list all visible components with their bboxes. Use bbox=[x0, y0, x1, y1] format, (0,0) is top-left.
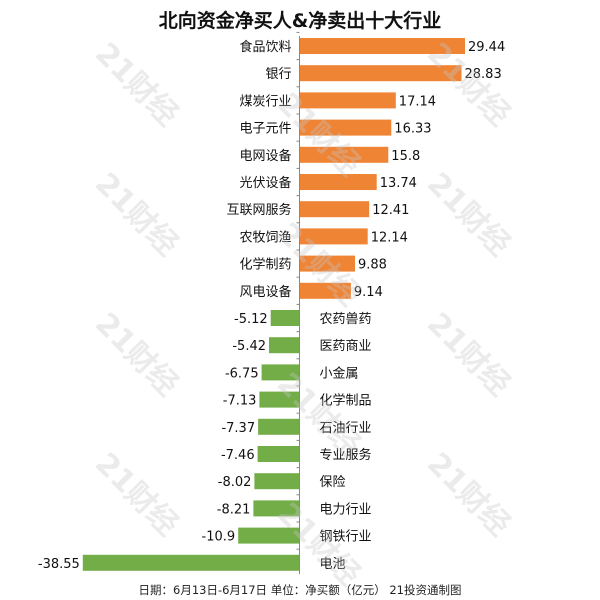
value-label: -7.37 bbox=[221, 421, 255, 436]
category-label: 银行 bbox=[265, 67, 291, 82]
bar bbox=[299, 201, 370, 218]
category-label: 光伏设备 bbox=[239, 175, 291, 191]
category-label: 煤炭行业 bbox=[239, 94, 291, 109]
category-label: 化学制药 bbox=[239, 257, 291, 273]
value-label: 9.14 bbox=[354, 285, 383, 300]
category-label: 小金属 bbox=[320, 365, 359, 381]
value-label: 12.41 bbox=[372, 203, 409, 218]
bar bbox=[270, 310, 300, 326]
value-label: 16.33 bbox=[394, 122, 431, 137]
bar bbox=[238, 527, 300, 544]
bar bbox=[259, 391, 300, 408]
category-label: 专业服务 bbox=[320, 447, 372, 463]
bar bbox=[253, 500, 300, 517]
category-label: 电子元件 bbox=[239, 122, 291, 137]
bar bbox=[254, 473, 300, 490]
category-label: 电网设备 bbox=[239, 148, 291, 164]
category-label: 保险 bbox=[320, 475, 346, 490]
bar bbox=[299, 174, 377, 190]
value-label: 17.14 bbox=[399, 94, 436, 109]
bar bbox=[257, 446, 300, 462]
category-label: 钢铁行业 bbox=[320, 530, 372, 545]
value-label: -5.12 bbox=[234, 312, 268, 327]
value-label: 12.14 bbox=[371, 230, 408, 245]
value-label: 15.8 bbox=[391, 149, 420, 164]
category-label: 互联网服务 bbox=[226, 202, 291, 218]
chart-footnote: 日期：6月13日-6月17日 单位：净买额（亿元） 21投资通制图 bbox=[138, 583, 462, 597]
value-label: -7.13 bbox=[223, 394, 257, 409]
bar bbox=[261, 364, 300, 381]
bar bbox=[269, 337, 300, 354]
category-label: 农药兽药 bbox=[320, 312, 372, 327]
chart-title: 北向资金净买人&净卖出十大行业 bbox=[158, 10, 442, 32]
category-label: 风电设备 bbox=[239, 284, 291, 300]
bar bbox=[299, 119, 392, 136]
bar bbox=[258, 418, 300, 435]
category-label: 食品饮料 bbox=[239, 39, 291, 55]
value-label: 13.74 bbox=[380, 176, 417, 191]
category-label: 石油行业 bbox=[320, 421, 372, 436]
category-label: 化学制品 bbox=[320, 393, 372, 409]
value-label: 28.83 bbox=[465, 67, 502, 82]
value-label: -5.42 bbox=[232, 339, 266, 354]
value-label: -38.55 bbox=[38, 557, 80, 572]
bar bbox=[299, 38, 465, 54]
value-label: -7.46 bbox=[221, 448, 255, 463]
bar bbox=[299, 146, 389, 163]
value-label: 29.44 bbox=[468, 40, 505, 55]
bar bbox=[82, 554, 300, 571]
bar bbox=[299, 282, 351, 299]
category-label: 电力行业 bbox=[320, 502, 372, 517]
value-label: -8.02 bbox=[218, 475, 252, 490]
bar bbox=[299, 255, 355, 272]
value-label: 9.88 bbox=[358, 258, 387, 273]
value-label: -6.75 bbox=[225, 366, 259, 381]
bar bbox=[299, 228, 368, 245]
value-label: -10.9 bbox=[202, 530, 236, 545]
category-label: 农牧饲渔 bbox=[239, 230, 291, 245]
category-label: 电池 bbox=[320, 557, 346, 572]
bar bbox=[299, 92, 396, 109]
category-label: 医药商业 bbox=[320, 339, 372, 354]
value-label: -8.21 bbox=[217, 502, 251, 517]
bar bbox=[299, 65, 462, 82]
